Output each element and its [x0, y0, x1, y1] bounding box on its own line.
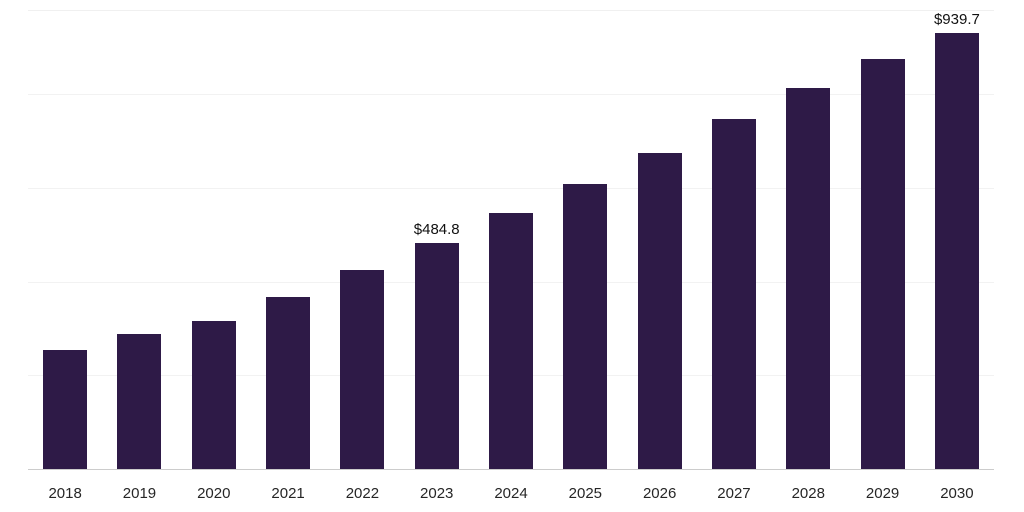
- x-tick-2023: 2023: [420, 485, 454, 502]
- bar-2018: [43, 349, 88, 470]
- bar-slot: [548, 11, 622, 470]
- bar-2019: [117, 333, 162, 470]
- bar-2024: [489, 213, 534, 470]
- x-tick-2030: 2030: [940, 485, 974, 502]
- bar-2020: [191, 321, 236, 470]
- bar-2023: [414, 242, 459, 470]
- x-axis-line: [28, 469, 994, 470]
- x-tick-2022: 2022: [345, 485, 380, 502]
- data-label-2030: $939.7: [933, 11, 980, 28]
- bar-slot: [697, 11, 771, 470]
- bar-2025: [563, 183, 608, 470]
- x-tick-2019: 2019: [122, 485, 157, 502]
- bar-slot: [177, 11, 251, 470]
- bar-2028: [786, 88, 831, 470]
- bar-slot: [845, 11, 919, 470]
- bar-slot: [28, 11, 102, 470]
- bar-2030: [934, 33, 979, 470]
- bar-slot: [474, 11, 548, 470]
- bar-2021: [266, 296, 311, 470]
- bar-2029: [860, 58, 905, 470]
- bar-slot: [102, 11, 176, 470]
- x-axis-labels: 2018 2019 2020 2021 2022 2023 2024 2025 2026 2027…: [28, 482, 994, 506]
- x-tick-2026: 2026: [642, 485, 677, 502]
- x-tick-2018: 2018: [48, 485, 82, 502]
- plot-area: $484.8 $939.7: [28, 10, 994, 470]
- bar-slot: [623, 11, 697, 470]
- x-tick-2029: 2029: [865, 485, 900, 502]
- bar-2027: [711, 118, 756, 470]
- x-tick-2024: 2024: [494, 485, 528, 502]
- x-tick-2021: 2021: [271, 485, 305, 502]
- bar-slot: [251, 11, 325, 470]
- x-tick-2020: 2020: [197, 485, 231, 502]
- data-label-2023: $484.8: [413, 220, 460, 238]
- bar-slot: [325, 11, 399, 470]
- bar-slot: $484.8: [400, 11, 474, 470]
- x-tick-2027: 2027: [717, 485, 751, 502]
- bars: $484.8 $939.7: [28, 11, 994, 470]
- bar-slot: [771, 11, 845, 470]
- x-tick-2028: 2028: [791, 485, 825, 502]
- x-tick-2025: 2025: [568, 485, 603, 502]
- bar-2022: [340, 270, 385, 470]
- bar-2026: [637, 152, 682, 470]
- bar-slot: $939.7: [920, 11, 994, 470]
